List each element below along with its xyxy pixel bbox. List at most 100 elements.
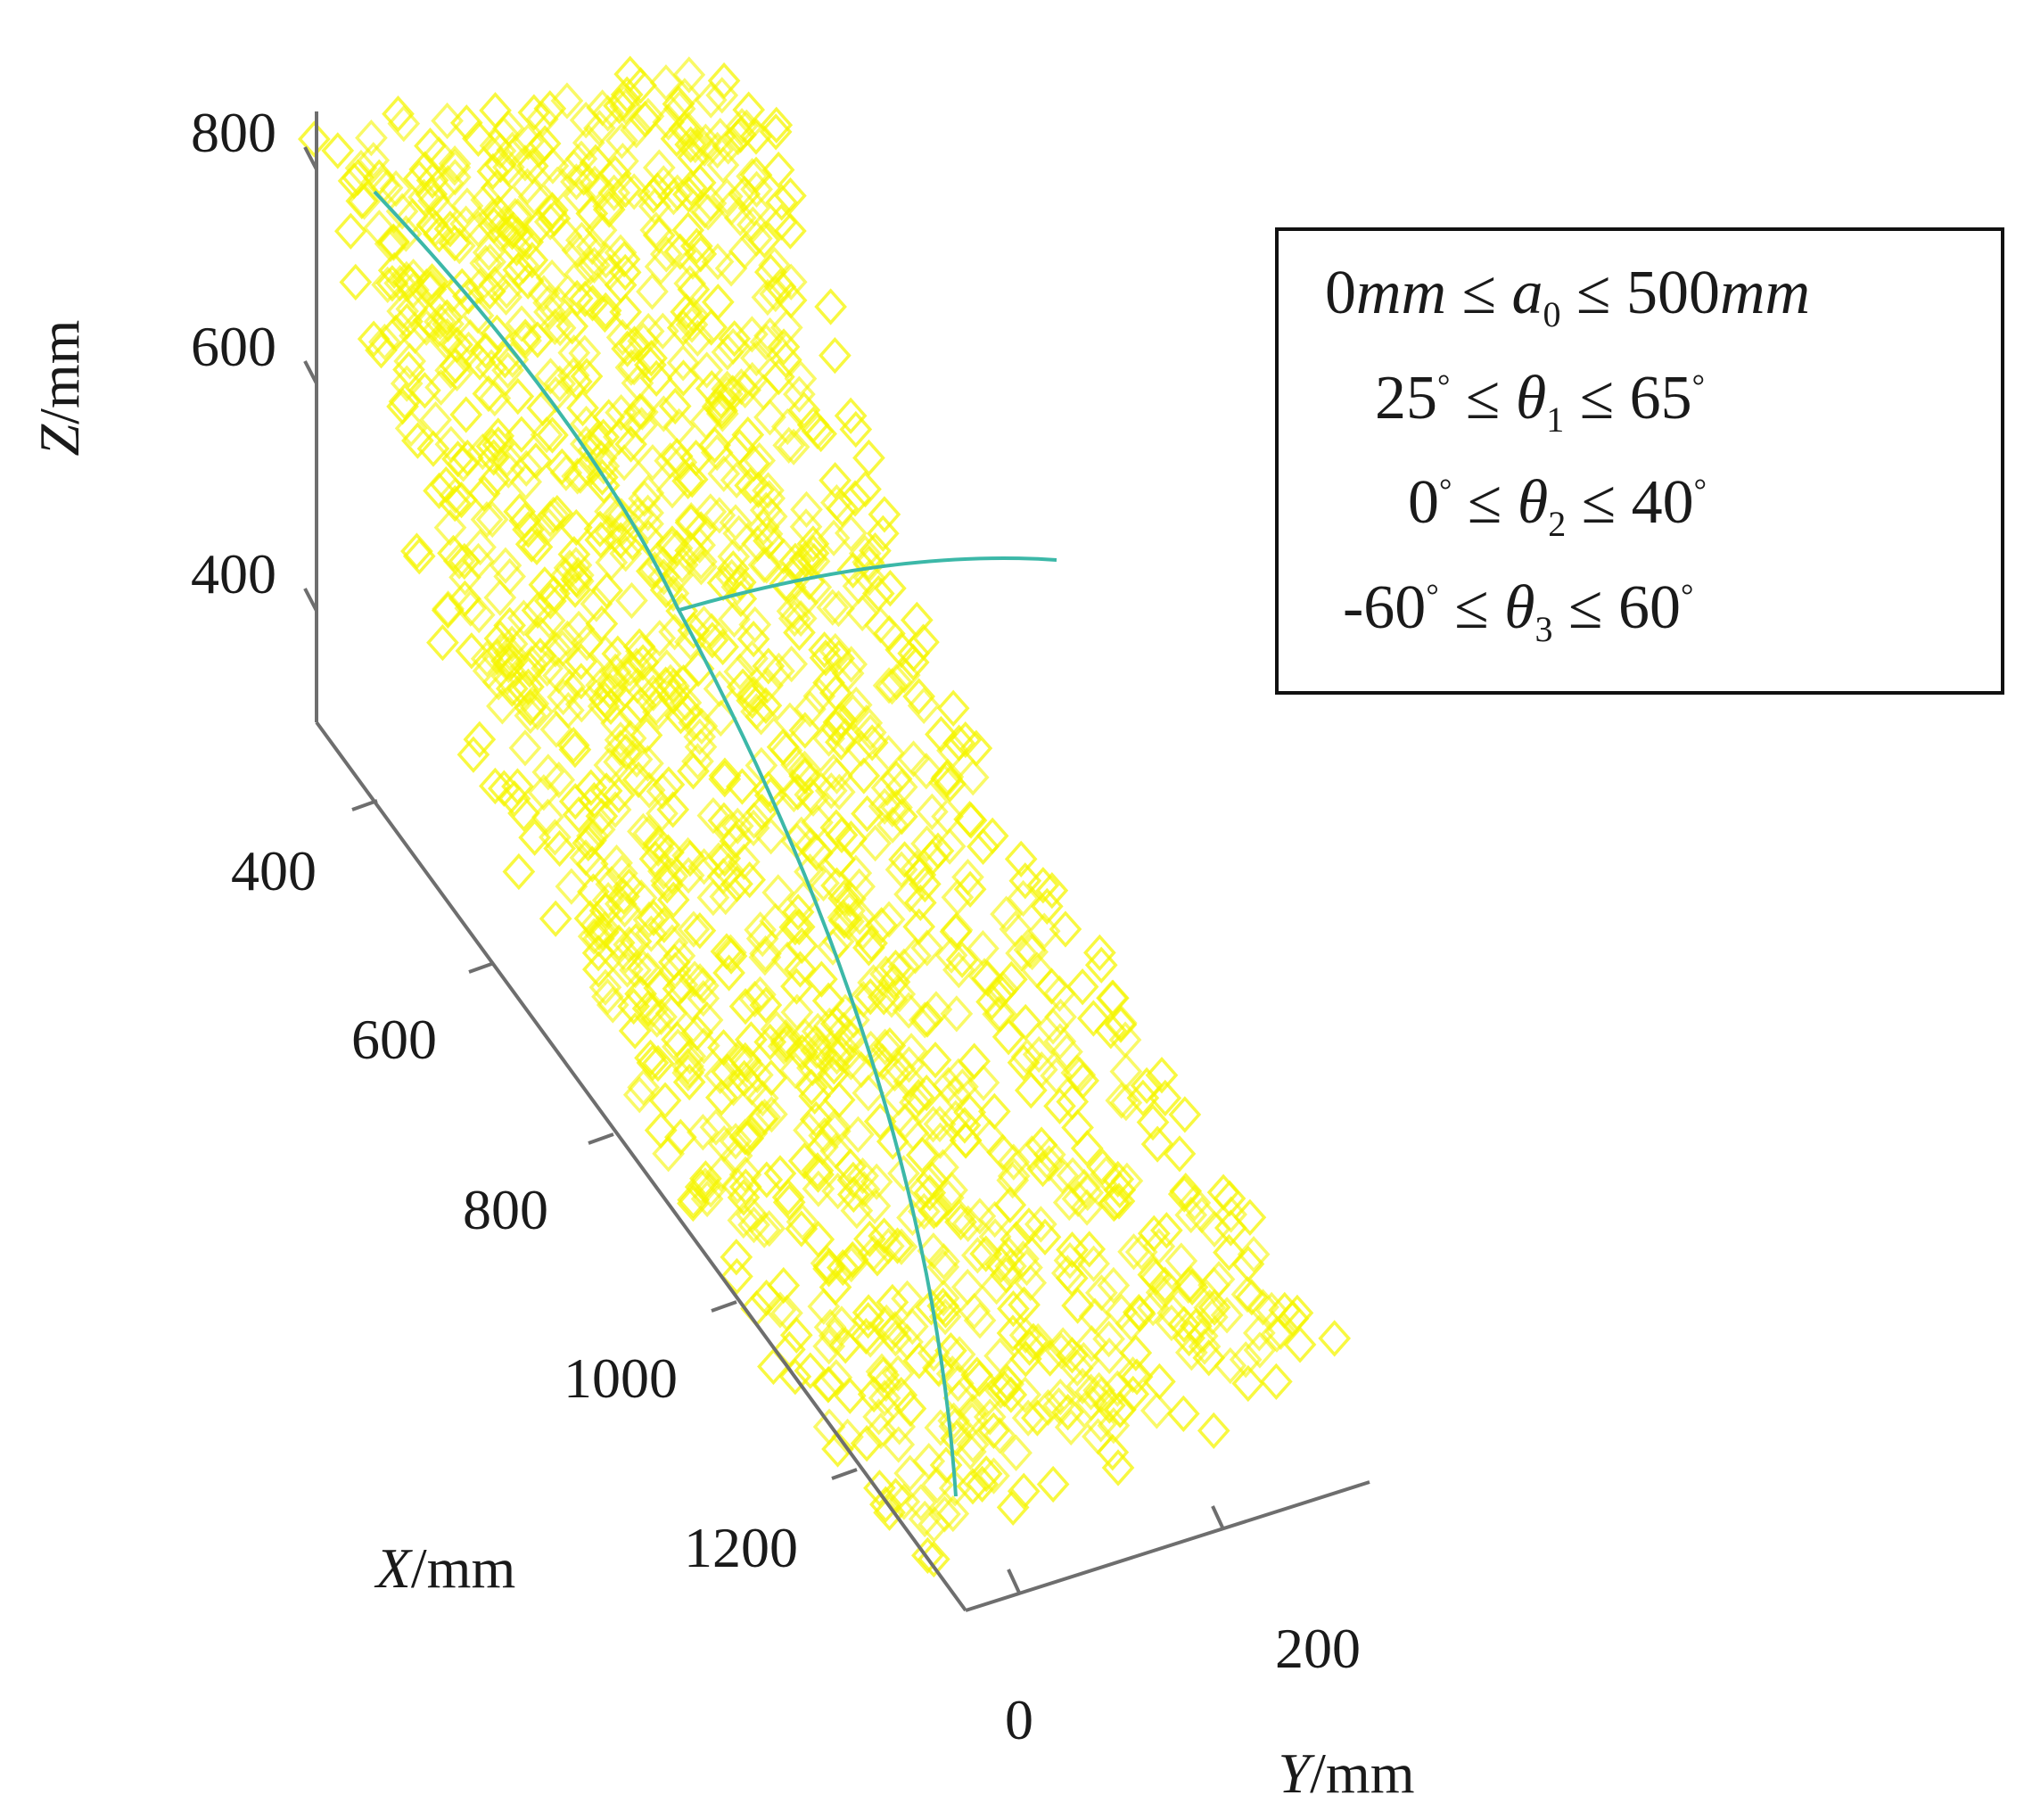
workspace-point-1082: [662, 937, 696, 975]
workspace-point-813: [970, 1381, 1003, 1419]
workspace-point-1295: [774, 263, 808, 301]
workspace-point-838: [525, 100, 559, 138]
workspace-point-1537: [679, 126, 712, 164]
workspace-point-867: [490, 441, 523, 478]
workspace-point-321: [677, 753, 710, 790]
workspace-point-258: [853, 1220, 886, 1257]
workspace-point-36: [495, 670, 529, 707]
workspace-point-133: [556, 727, 590, 764]
workspace-point-844: [496, 341, 530, 378]
workspace-point-435: [918, 1042, 952, 1079]
workspace-point-51: [539, 900, 572, 937]
workspace-point-1319: [422, 310, 455, 348]
workspace-point-421: [835, 820, 868, 858]
workspace-point-287: [511, 223, 545, 261]
workspace-point-1051: [589, 242, 622, 279]
workspace-point-1523: [539, 630, 572, 668]
workspace-point-854: [872, 667, 906, 704]
workspace-point-1092: [872, 1227, 905, 1265]
workspace-point-1486: [883, 1408, 917, 1445]
workspace-point-990: [419, 401, 452, 439]
workspace-point-295: [570, 358, 604, 395]
workspace-point-1317: [924, 1122, 957, 1159]
workspace-point-1471: [592, 187, 626, 225]
workspace-point-89: [873, 1494, 906, 1531]
workspace-point-826: [1174, 1334, 1208, 1371]
workspace-point-787: [490, 278, 522, 316]
workspace-point-1130: [632, 771, 666, 809]
workspace-point-1494: [904, 1484, 938, 1521]
workspace-point-598: [925, 715, 958, 754]
workspace-point-1299: [1033, 1145, 1065, 1182]
workspace-point-1229: [636, 991, 670, 1028]
workspace-point-862: [470, 501, 504, 539]
workspace-point-853: [942, 1364, 975, 1403]
workspace-point-612: [1049, 910, 1082, 948]
workspace-point-1157: [1071, 1174, 1105, 1212]
workspace-point-1513: [938, 1470, 972, 1507]
workspace-point-903: [763, 1291, 797, 1329]
workspace-point-941: [938, 1075, 972, 1113]
workspace-point-1090: [605, 318, 639, 357]
workspace-point-767: [632, 901, 666, 939]
workspace-point-919: [950, 1268, 984, 1306]
workspace-point-906: [720, 461, 753, 499]
workspace-point-1054: [723, 653, 757, 690]
workspace-point-187: [462, 119, 495, 157]
x-tick-label: 600: [351, 1008, 437, 1071]
workspace-point-112: [475, 427, 509, 465]
workspace-point-816: [694, 81, 728, 119]
workspace-point-1356: [825, 702, 858, 739]
workspace-point-357: [997, 1289, 1030, 1328]
workspace-point-110: [472, 375, 506, 413]
workspace-point-696: [1124, 1233, 1158, 1271]
workspace-point-841: [978, 1200, 1012, 1239]
workspace-point-1446: [620, 740, 654, 778]
workspace-point-1362: [762, 652, 795, 690]
workspace-point-1500: [728, 371, 761, 409]
workspace-point-978: [821, 1173, 854, 1210]
workspace-point-557: [760, 106, 794, 144]
workspace-point-1401: [750, 515, 784, 553]
workspace-point-694: [434, 351, 467, 389]
workspace-point-1347: [685, 707, 719, 745]
workspace-point-34: [426, 623, 459, 662]
x-tick-mark: [831, 1468, 858, 1480]
workspace-point-342: [822, 1081, 856, 1119]
workspace-point-1441: [932, 1066, 965, 1104]
workspace-point-1443: [912, 1443, 946, 1480]
workspace-point-0: [298, 120, 331, 158]
workspace-point-1189: [649, 235, 683, 273]
workspace-point-55: [624, 975, 657, 1013]
workspace-point-581: [849, 470, 882, 508]
workspace-point-589: [874, 570, 907, 607]
workspace-point-1514: [876, 668, 909, 705]
workspace-point-1218: [714, 934, 747, 971]
workspace-point-1035: [570, 624, 604, 662]
workspace-point-1333: [609, 535, 643, 572]
workspace-point-654: [585, 666, 618, 704]
workspace-point-726: [595, 544, 629, 581]
workspace-point-973: [1178, 1184, 1212, 1222]
workspace-point-676: [710, 177, 744, 215]
workspace-point-1109: [684, 728, 718, 766]
workspace-point-1114: [616, 401, 650, 440]
workspace-point-409: [752, 647, 786, 685]
workspace-point-1152: [753, 317, 786, 355]
workspace-point-560: [774, 177, 807, 215]
workspace-point-352: [944, 1203, 977, 1241]
workspace-point-1354: [819, 632, 852, 671]
workspace-point-751: [997, 1143, 1031, 1181]
workspace-point-884: [673, 300, 707, 337]
workspace-point-775: [956, 759, 990, 796]
workspace-point-1120: [703, 497, 736, 534]
workspace-point-1510: [655, 529, 688, 566]
workspace-point-21: [416, 430, 450, 467]
z-axis-title: Z/mm: [28, 320, 91, 457]
workspace-point-1067: [983, 1371, 1017, 1409]
workspace-point-1457: [868, 1379, 901, 1417]
workspace-point-986: [561, 563, 595, 600]
workspace-point-680: [802, 1170, 835, 1207]
workspace-point-958: [822, 773, 856, 811]
workspace-point-58: [634, 1039, 667, 1076]
